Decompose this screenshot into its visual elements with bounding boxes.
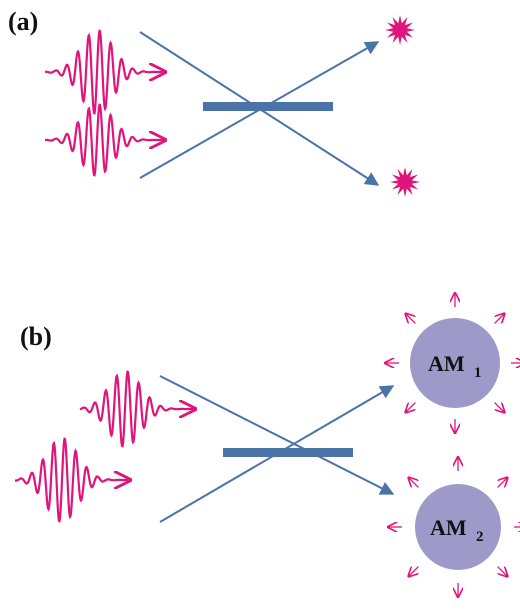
emission-arrow bbox=[494, 314, 505, 324]
beam-splitter bbox=[203, 102, 333, 111]
panel-label: (a) bbox=[8, 7, 38, 36]
wave bbox=[15, 437, 130, 523]
wave bbox=[45, 29, 165, 115]
node-subscript: 1 bbox=[474, 365, 482, 381]
starburst bbox=[385, 15, 415, 45]
beam-splitter bbox=[223, 448, 353, 457]
emission-arrows bbox=[385, 293, 520, 597]
beam bbox=[159, 375, 395, 495]
wave-packets bbox=[15, 370, 195, 523]
starburst bbox=[390, 167, 420, 197]
emission-arrow bbox=[406, 402, 416, 413]
emission-arrow bbox=[497, 478, 508, 488]
wave bbox=[45, 103, 165, 177]
wave-packets bbox=[45, 29, 165, 177]
node-label: AM bbox=[428, 351, 465, 376]
node-label: AM bbox=[430, 515, 467, 540]
wave bbox=[79, 370, 195, 448]
atomic-memory bbox=[415, 484, 501, 570]
node-subscript: 2 bbox=[476, 529, 484, 545]
emission-arrow bbox=[409, 478, 419, 488]
emission-arrow bbox=[494, 402, 505, 413]
atomic-memory bbox=[410, 318, 500, 408]
panel-label: (b) bbox=[20, 322, 52, 351]
detections bbox=[385, 15, 420, 197]
emission-arrow bbox=[497, 566, 508, 577]
emission-arrow bbox=[409, 566, 419, 577]
emission-arrow bbox=[406, 314, 416, 324]
